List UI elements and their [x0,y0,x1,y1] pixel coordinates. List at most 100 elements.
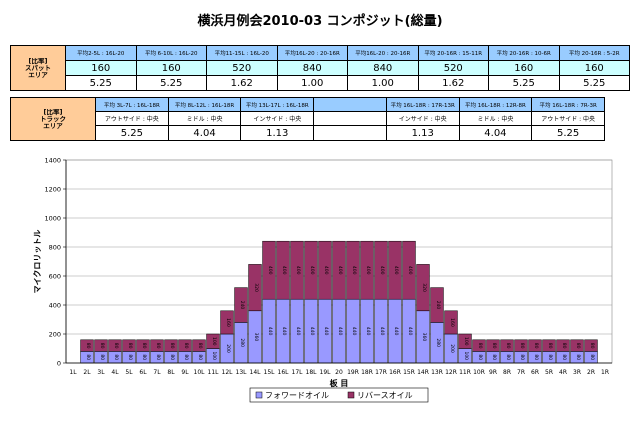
bar-value-label: 160 [449,318,455,327]
ratio-cell: 1.13 [241,126,314,140]
x-tick-label: 18R [361,369,373,376]
bar-segment [304,240,318,300]
page-title: 横浜月例会2010-03 コンポジット(総量) [197,14,443,29]
bar-segment [416,264,430,312]
bar-value-label: 360 [253,333,259,342]
column-header: 平均 3L-7L : 16L-18R [96,98,168,111]
bar-value-label: 80 [99,354,105,360]
bar-value-label: 80 [155,343,161,349]
label-line: エリア [28,71,48,79]
bar-value-label: 80 [477,354,483,360]
bar-value-label: 400 [379,266,385,275]
column-header: 平均 16L-18R : 17R-13R [386,98,459,111]
bar-value-label: 80 [519,354,525,360]
x-tick-label: 11L [208,369,220,376]
bar-value-label: 80 [561,343,567,349]
bar-value-label: 80 [113,354,119,360]
bar-segment [94,339,108,352]
bar-value-label: 80 [155,354,161,360]
position-cell: ミドル : 中央 [168,112,241,125]
bar-value-label: 400 [281,266,287,275]
bar-value-label: 440 [281,327,287,336]
bar-value-label: 80 [505,343,511,349]
bar-value-label: 400 [337,266,343,275]
x-tick-label: 9L [181,369,189,376]
bar-value-label: 200 [449,344,455,353]
y-tick-label: 0 [57,360,61,368]
x-tick-label: 13L [236,369,248,376]
bar-segment [80,339,94,352]
bar-segment [584,339,598,352]
label-line: トラック [40,115,66,123]
x-tick-label: 15L [264,369,276,376]
y-tick-label: 800 [49,244,61,252]
bar-segment [388,240,402,300]
y-tick-label: 600 [49,273,61,281]
x-tick-label: 1R [601,369,609,376]
x-tick-label: 5L [125,369,133,376]
column-header: 平均 16L-18R : 7R-3R [532,98,604,111]
bar-value-label: 400 [365,266,371,275]
ratio-cell: 5.25 [136,76,206,90]
bar-value-label: 80 [533,343,539,349]
ratio-cell: 4.04 [459,126,532,140]
bar-segment [528,339,542,352]
x-tick-label: 4R [559,369,567,376]
ratio-cell: 4.04 [168,126,241,140]
bar-value-label: 160 [225,318,231,327]
bar-segment [290,240,304,300]
x-tick-label: 6R [531,369,539,376]
bar-value-label: 80 [491,354,497,360]
x-tick-label: 13R [431,369,443,376]
bar-value-label: 80 [477,343,483,349]
legend-swatch [347,391,355,399]
bar-value-label: 80 [85,354,91,360]
bar-value-label: 100 [463,351,469,360]
bar-value-label: 360 [421,333,427,342]
count-cell: 840 [348,61,418,75]
x-tick-label: 3R [573,369,581,376]
empty-cell [314,112,386,125]
bar-value-label: 100 [211,337,217,346]
bar-segment [262,240,276,300]
bar-value-label: 280 [239,338,245,347]
bar-segment [570,339,584,352]
bar-value-label: 80 [533,354,539,360]
bar-value-label: 80 [589,354,595,360]
bar-value-label: 80 [197,343,203,349]
bar-value-label: 80 [547,343,553,349]
x-tick-label: 12R [445,369,457,376]
bar-segment [486,339,500,352]
bar-value-label: 440 [295,327,301,336]
bar-segment [346,240,360,300]
x-tick-label: 4L [111,369,119,376]
x-tick-label: 7L [153,369,161,376]
bar-value-label: 440 [379,327,385,336]
bar-value-label: 100 [211,351,217,360]
bar-value-label: 80 [547,354,553,360]
spot-table: [比率] スパット エリア 平均2-5L : 16L-20 160 5.25 平均 6-10… [10,45,630,91]
bar-value-label: 400 [267,266,273,275]
position-cell: インサイド : 中央 [241,112,314,125]
bar-value-label: 440 [309,327,315,336]
ratio-cell: 1.00 [277,76,347,90]
x-tick-label: 6L [139,369,147,376]
bar-segment [164,339,178,352]
bar-value-label: 320 [253,283,259,292]
ratio-cell: 5.25 [559,76,629,90]
bar-segment [500,339,514,352]
bar-segment [122,339,136,352]
x-tick-label: 11R [459,369,471,376]
y-tick-label: 1000 [44,215,61,223]
x-tick-label: 9R [489,369,497,376]
position-cell: アウトサイド : 中央 [96,112,168,125]
bar-value-label: 440 [337,327,343,336]
x-tick-label: 14L [250,369,262,376]
x-tick-label: 8R [503,369,511,376]
bar-value-label: 80 [169,354,175,360]
y-tick-label: 1200 [44,186,61,194]
count-cell: 160 [559,61,629,75]
count-cell: 840 [277,61,347,75]
